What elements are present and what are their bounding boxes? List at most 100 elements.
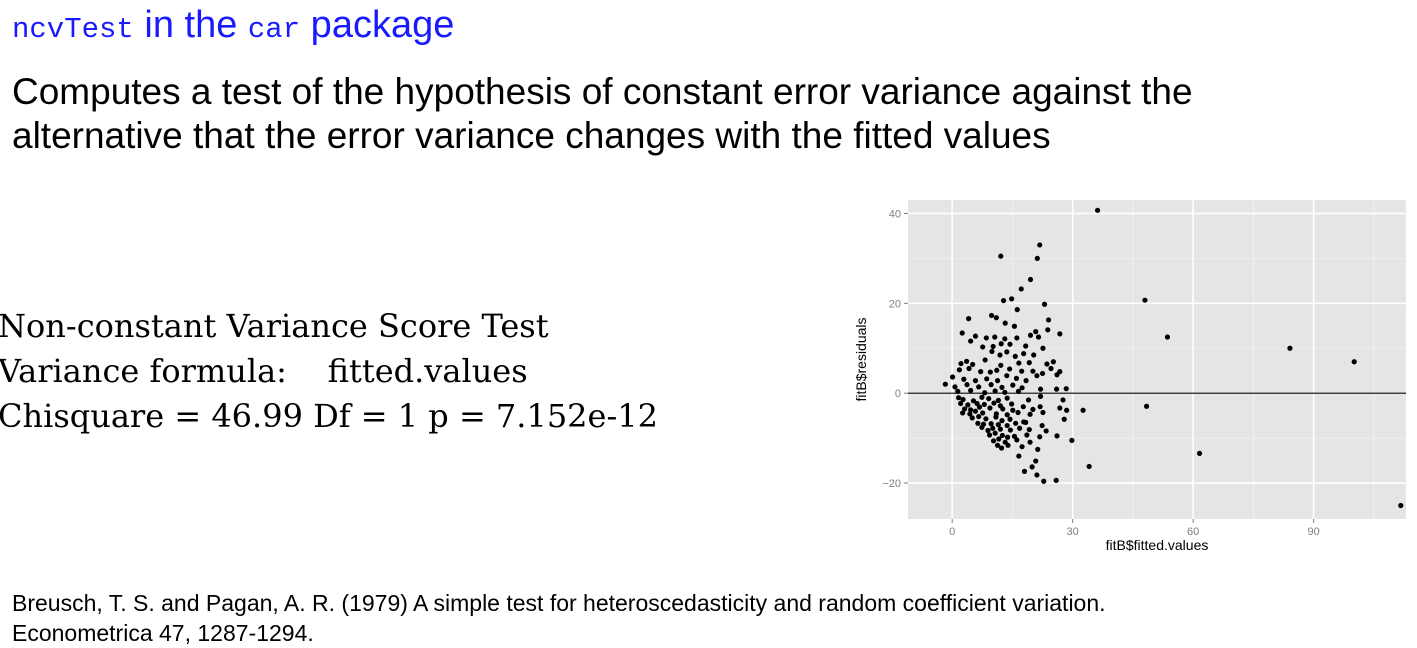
data-point <box>1037 434 1043 440</box>
data-point <box>1037 393 1044 399</box>
data-point <box>1018 286 1024 292</box>
plot-panel <box>908 200 1406 519</box>
title-code-package: car <box>247 13 301 46</box>
data-point <box>1027 332 1034 338</box>
data-point <box>1012 353 1018 359</box>
data-point <box>1035 446 1041 452</box>
data-point <box>968 407 974 413</box>
data-point <box>1004 349 1010 355</box>
data-point <box>1015 388 1022 394</box>
data-point <box>1045 327 1051 333</box>
data-point <box>979 394 985 400</box>
data-point <box>993 315 999 321</box>
data-point <box>1053 477 1059 483</box>
data-point <box>979 424 985 430</box>
data-point <box>980 410 986 416</box>
data-point <box>962 406 968 412</box>
test-output-line: Chisquare = 46.99 Df = 1 p = 7.152e-12 <box>0 397 658 435</box>
data-point <box>970 398 977 404</box>
data-point <box>970 361 976 368</box>
data-point <box>1030 368 1036 374</box>
data-point <box>1014 437 1020 443</box>
data-point <box>1142 297 1148 303</box>
data-point <box>999 384 1005 390</box>
data-point <box>976 384 982 390</box>
data-point <box>1041 301 1048 307</box>
data-point <box>1040 345 1046 351</box>
data-point <box>1013 375 1020 381</box>
data-point <box>1007 341 1013 347</box>
data-point <box>969 415 975 421</box>
data-point <box>1024 432 1030 438</box>
slide-title: ncvTest in the car package <box>12 4 454 47</box>
data-point <box>1019 385 1025 391</box>
data-point <box>1037 242 1043 248</box>
data-point <box>1045 317 1052 323</box>
data-point <box>992 334 998 340</box>
data-point <box>1010 382 1016 388</box>
data-point <box>1014 307 1020 313</box>
data-point <box>966 365 972 372</box>
data-point <box>1044 361 1050 367</box>
data-point <box>986 395 992 402</box>
data-point <box>1287 345 1293 351</box>
test-output: Non-constant Variance Score Test Variance… <box>0 304 658 439</box>
data-point <box>972 408 979 414</box>
data-point <box>983 335 989 341</box>
data-point <box>1069 437 1075 443</box>
data-point <box>989 348 995 355</box>
data-point <box>1053 386 1060 392</box>
data-point <box>968 338 974 344</box>
data-point <box>1007 366 1013 372</box>
y-axis-label: fitB$residuals <box>853 317 869 401</box>
data-point <box>998 445 1005 451</box>
data-point <box>993 414 999 420</box>
data-point <box>995 397 1001 403</box>
data-point <box>961 376 967 382</box>
title-text-1: in the <box>133 4 248 46</box>
data-point <box>1019 444 1025 450</box>
data-point <box>964 358 970 364</box>
data-point <box>996 436 1002 442</box>
data-point <box>949 374 956 380</box>
data-point <box>1013 420 1019 426</box>
test-output-line: Variance formula: fitted.values <box>0 352 528 390</box>
x-axis-label: fitB$fitted.values <box>1106 537 1209 553</box>
data-point <box>1002 336 1008 342</box>
residuals-scatter-plot: 0 30 60 90 −20 0 20 40 fitB$fitted.values fitB$… <box>853 200 1406 553</box>
data-point <box>1025 397 1032 403</box>
data-point <box>960 396 966 403</box>
data-point <box>1057 405 1063 411</box>
data-point <box>1061 416 1067 422</box>
data-point <box>1054 433 1060 439</box>
data-point <box>983 416 989 422</box>
data-point <box>1027 276 1034 283</box>
data-point <box>1033 458 1039 464</box>
title-text-2: package <box>300 4 455 46</box>
data-point <box>1027 411 1033 417</box>
data-point <box>1023 343 1029 349</box>
data-point <box>965 402 971 408</box>
data-point <box>1020 404 1026 410</box>
data-point <box>985 427 991 434</box>
data-point <box>988 421 994 427</box>
data-point <box>1016 360 1022 366</box>
data-point <box>1143 403 1150 409</box>
data-point <box>1398 502 1404 509</box>
data-point <box>972 378 979 384</box>
y-tick-label: 20 <box>889 298 901 310</box>
test-output-line: Non-constant Variance Score Test <box>0 307 549 345</box>
data-point <box>959 330 965 336</box>
data-point <box>1030 406 1036 412</box>
data-point <box>1094 207 1101 213</box>
x-tick-label: 90 <box>1308 526 1320 538</box>
data-point <box>1007 416 1013 422</box>
data-point <box>994 378 1001 384</box>
data-point <box>1026 360 1032 366</box>
data-point <box>994 367 1000 373</box>
data-point <box>1039 370 1046 377</box>
data-point <box>966 316 972 322</box>
description-line: alternative that the error variance chan… <box>12 115 1051 156</box>
data-point <box>1064 407 1070 413</box>
x-tick-label: 0 <box>949 526 955 538</box>
